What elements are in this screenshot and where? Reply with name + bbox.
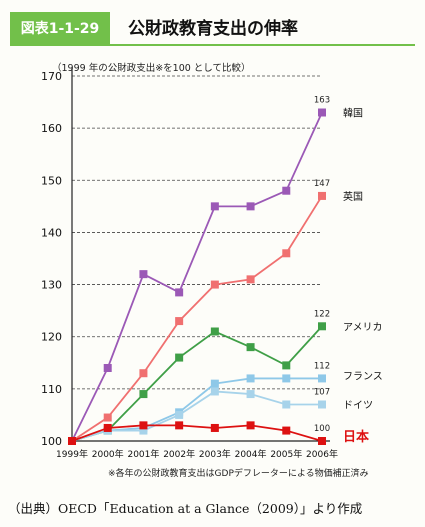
end-value-label: 147 [314, 179, 330, 189]
y-tick-label: 150 [41, 174, 62, 187]
x-tick-label: 2004年 [235, 448, 267, 460]
x-tick-label: 2006年 [306, 448, 338, 460]
data-point-korea [246, 202, 255, 211]
data-point-korea [282, 186, 291, 195]
data-point-uk [318, 191, 326, 200]
series-line-uk [71, 195, 323, 442]
data-point-korea [318, 108, 326, 117]
series-name-usa: アメリカ [343, 321, 383, 333]
data-point-japan [282, 426, 291, 435]
data-point-usa [175, 353, 184, 362]
data-point-uk [139, 369, 148, 378]
data-point-germany [175, 410, 184, 419]
series-name-japan: 日本 [343, 429, 369, 445]
series-line-korea [71, 112, 323, 442]
data-point-usa [210, 327, 219, 336]
data-point-korea [139, 270, 148, 279]
data-point-japan [318, 437, 326, 445]
series-name-france: フランス [343, 370, 383, 382]
data-point-japan [68, 437, 76, 445]
data-point-japan [139, 421, 148, 430]
footnote: ※各年の公財政教育支出はGDPデフレーターによる物価補正済み [108, 469, 369, 479]
series-line-japan [71, 424, 323, 442]
y-tick-label: 110 [41, 383, 62, 396]
data-point-uk [282, 249, 291, 258]
end-value-label: 112 [314, 361, 330, 371]
series-line-usa [71, 325, 323, 442]
data-point-uk [103, 413, 112, 422]
series-name-korea: 韓国 [343, 108, 363, 120]
x-tick-label: 2005年 [270, 448, 302, 460]
y-tick-label: 140 [41, 226, 62, 239]
series-name-germany: ドイツ [343, 401, 373, 412]
data-point-germany [210, 387, 219, 396]
data-point-korea [210, 202, 219, 211]
data-point-germany [139, 426, 148, 435]
figure-label: 図表1-1-29 [10, 12, 110, 46]
data-point-france [282, 374, 291, 383]
data-point-germany [318, 400, 326, 409]
data-point-usa [318, 322, 326, 331]
x-tick-label: 2002年 [163, 448, 195, 460]
end-value-label: 163 [314, 96, 330, 106]
x-tick-label: 2001年 [127, 448, 159, 460]
unit-note: （1999 年の公財政支出※を100 として比較） [52, 62, 251, 74]
header-rule [110, 44, 415, 46]
source-note: （出典）OECD「Education at a Glance（2009）」より作… [8, 501, 363, 516]
x-tick-label: 1999年 [56, 448, 88, 460]
data-point-japan [103, 423, 112, 432]
end-value-label: 100 [314, 424, 330, 434]
data-point-japan [175, 421, 184, 430]
data-point-japan [210, 423, 219, 432]
data-point-usa [282, 361, 291, 370]
series-line-germany [71, 390, 322, 442]
data-point-france [318, 374, 326, 383]
data-point-usa [246, 343, 255, 352]
data-point-uk [246, 275, 255, 284]
data-point-uk [210, 280, 219, 289]
y-tick-label: 120 [41, 331, 62, 344]
y-tick-label: 100 [41, 435, 62, 448]
data-point-germany [282, 400, 291, 409]
series-name-uk: 英国 [343, 190, 363, 203]
y-tick-label: 160 [41, 122, 62, 135]
x-tick-label: 2000年 [92, 448, 124, 460]
figure-title: 公財政教育支出の伸率 [128, 19, 298, 39]
figure-header: 図表1-1-29 公財政教育支出の伸率 [10, 12, 415, 46]
data-point-france [210, 379, 219, 388]
data-point-korea [103, 364, 112, 372]
y-tick-label: 170 [41, 70, 62, 83]
data-point-japan [246, 421, 255, 430]
y-tick-label: 130 [41, 279, 62, 292]
data-point-germany [246, 390, 255, 399]
data-point-usa [139, 390, 148, 399]
data-point-france [246, 374, 255, 383]
end-value-label: 107 [314, 388, 330, 398]
data-point-korea [175, 288, 184, 297]
end-value-label: 122 [314, 309, 330, 319]
data-point-uk [175, 317, 184, 326]
x-tick-label: 2003年 [199, 448, 231, 460]
